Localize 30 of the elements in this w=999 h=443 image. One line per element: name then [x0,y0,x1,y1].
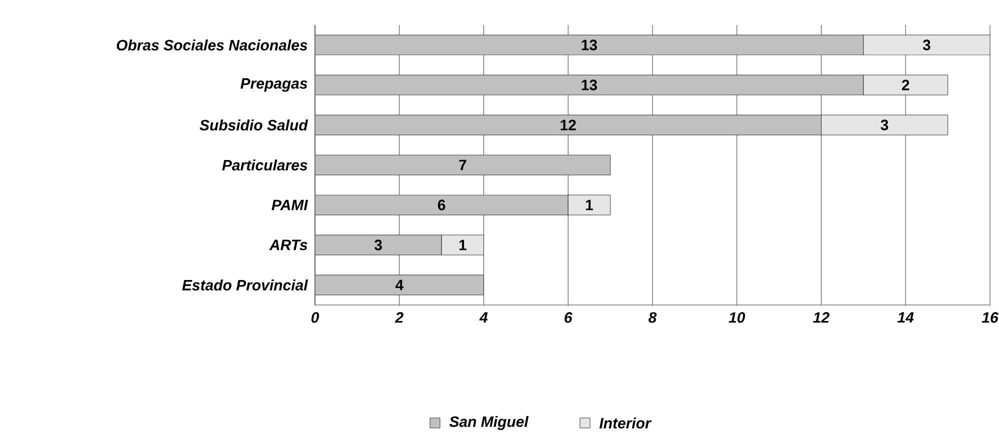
y-tick-label: Obras Sociales Nacionales [116,39,308,50]
data-label: 12 [560,120,576,130]
data-label: 3 [374,240,382,250]
data-label: 13 [582,40,598,50]
data-label: 1 [586,200,593,210]
y-tick-label: Estado Provincial [182,279,308,291]
data-label: 6 [438,200,446,210]
data-label: 1 [459,240,466,250]
x-tick-label: 14 [898,312,914,323]
x-tick-label: 6 [564,312,572,323]
y-tick-label: ARTs [269,240,308,250]
y-tick-label: PAMI [272,200,308,210]
x-tick-label: 16 [982,312,998,323]
data-label: 7 [459,160,466,170]
x-tick-label: 0 [311,312,320,323]
x-tick-label: 4 [479,312,488,323]
y-tick-label: Subsidio Salud [200,119,308,131]
x-tick-label: 10 [728,312,746,323]
y-tick-label: Prepagas [240,78,308,92]
x-tick-label: 8 [648,312,657,323]
legend-label: Interior [599,417,652,428]
data-label: 3 [922,40,930,50]
data-label: 4 [395,280,404,290]
data-label: 3 [880,120,888,130]
x-tick-label: 12 [813,312,830,323]
legend-label: San Miguel [449,416,529,430]
data-label: 13 [582,80,598,90]
data-label: 2 [902,80,910,90]
y-tick-label: Particulares [222,159,308,170]
x-tick-label: 2 [394,312,404,323]
